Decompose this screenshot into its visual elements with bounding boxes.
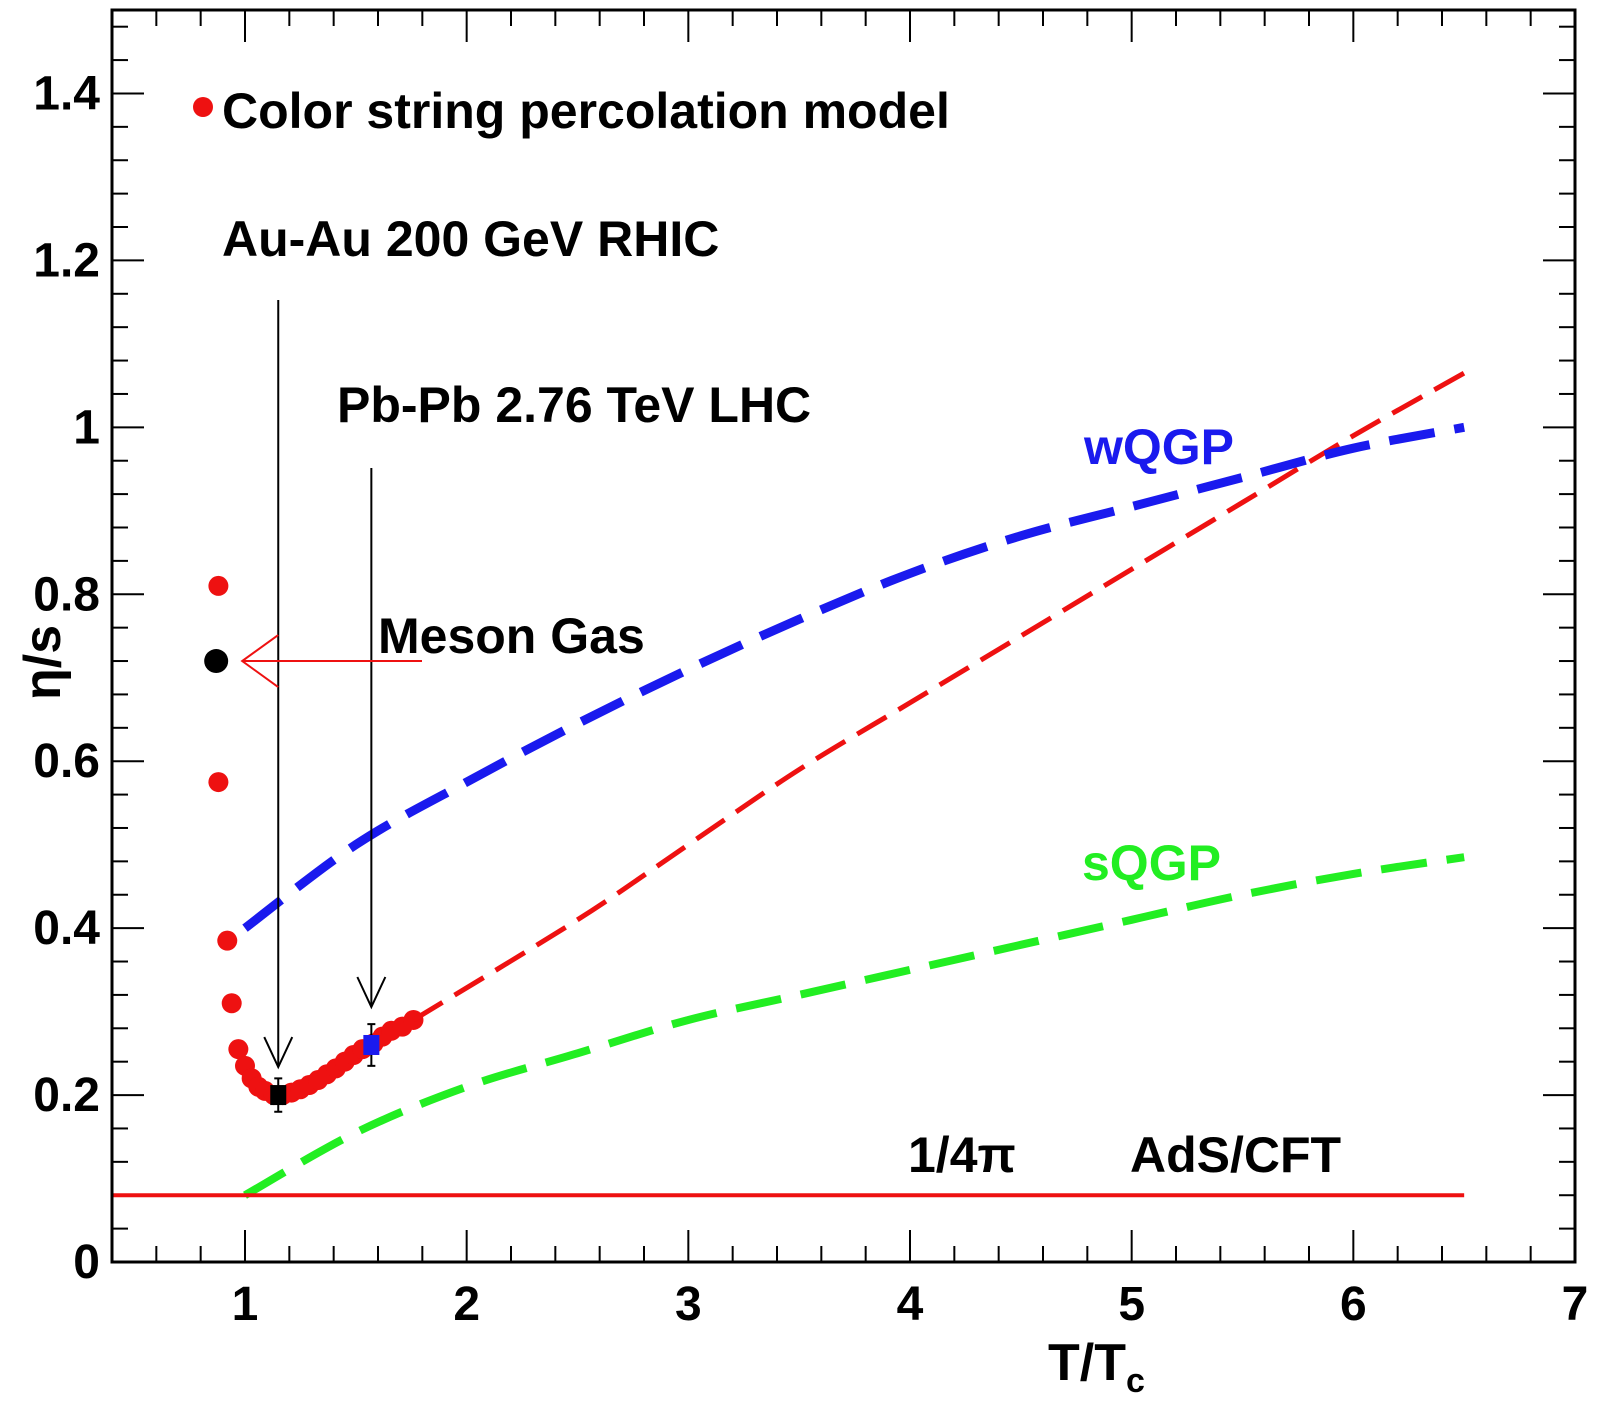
lhc-label: Pb-Pb 2.76 TeV LHC — [337, 377, 811, 433]
quarter-pi-label: 1/4π — [908, 1127, 1016, 1183]
y-tick-label: 1 — [73, 401, 100, 454]
annotation-arrows — [240, 300, 422, 1070]
y-tick-label: 0.4 — [33, 902, 100, 955]
special-points — [204, 649, 380, 1113]
color-string-percolation-model-extrapolation-curve — [412, 370, 1466, 1023]
y-axis-title: η/s — [14, 625, 72, 700]
meson-arrow-head — [240, 634, 279, 688]
y-tick-label: 0.6 — [33, 735, 100, 788]
y-tick-label: 0.2 — [33, 1069, 100, 1122]
y-tick-label: 0.8 — [33, 568, 100, 621]
x-tick-label: 1 — [232, 1278, 259, 1331]
x-axis-title: T/Tc — [1048, 1334, 1145, 1400]
x-tick-label: 6 — [1340, 1278, 1367, 1331]
lhc-arrow-head — [356, 976, 387, 1010]
y-tick-label: 1.4 — [33, 67, 100, 120]
x-tick-label: 3 — [675, 1278, 702, 1331]
csp-data-point — [217, 930, 238, 951]
axis-ticks — [111, 10, 1576, 1263]
x-tick-label: 2 — [453, 1278, 480, 1331]
adscft-label: AdS/CFT — [1130, 1127, 1341, 1183]
plot-frame — [110, 8, 1577, 1264]
legend-label: Color string percolation model — [222, 83, 950, 139]
rhic-label: Au-Au 200 GeV RHIC — [222, 211, 719, 267]
y-tick-label: 1.2 — [33, 234, 100, 287]
x-tick-label: 4 — [897, 1278, 924, 1331]
csp-data-point — [208, 575, 229, 596]
sqgp-curve — [243, 853, 1465, 1199]
x-tick-label: 7 — [1562, 1278, 1589, 1331]
csp-data-point — [221, 993, 242, 1014]
rhic-arrow-head — [263, 1036, 294, 1070]
csp-data-point — [208, 772, 229, 793]
meson-gas-label: Meson Gas — [378, 608, 645, 664]
csp-data-point — [228, 1039, 249, 1060]
sqgp-label: sQGP — [1082, 835, 1221, 891]
au-au-200-gev-rhic-point — [270, 1085, 287, 1106]
wqgp-curve — [242, 422, 1466, 932]
series-layer — [112, 370, 1466, 1199]
meson-gas-point — [204, 649, 229, 674]
x-tick-label: 5 — [1118, 1278, 1145, 1331]
legend-marker — [193, 97, 213, 117]
pb-pb-2-76-tev-lhc-point — [363, 1034, 380, 1055]
wqgp-label: wQGP — [1083, 419, 1234, 475]
y-tick-label: 0 — [73, 1236, 100, 1289]
tick-labels: 1 2 3 4 5 6 7 0 0.2 0.4 0.6 0.8 1 1.2 1.4 — [33, 67, 1588, 1331]
